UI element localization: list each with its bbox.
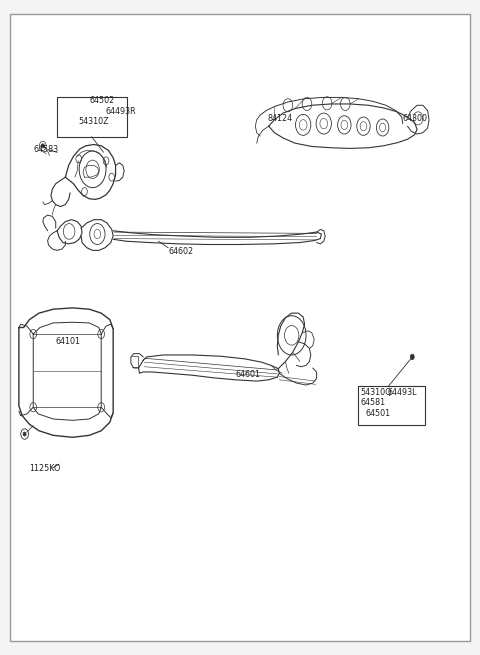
Text: 64101: 64101 [56, 337, 81, 346]
Text: 64581: 64581 [360, 398, 386, 407]
Text: 54310Q: 54310Q [360, 388, 392, 398]
Circle shape [410, 354, 414, 360]
Circle shape [41, 144, 44, 148]
Text: 64502: 64502 [89, 96, 115, 105]
Text: 64300: 64300 [403, 114, 428, 123]
Text: 64602: 64602 [168, 246, 193, 255]
FancyBboxPatch shape [10, 14, 470, 641]
Text: 64601: 64601 [235, 370, 260, 379]
Text: 64501: 64501 [365, 409, 391, 419]
FancyBboxPatch shape [57, 97, 127, 138]
Text: 64583: 64583 [33, 145, 59, 154]
Text: 64493L: 64493L [387, 388, 417, 398]
FancyBboxPatch shape [358, 386, 425, 425]
Text: 54310Z: 54310Z [78, 117, 109, 126]
Text: 64493R: 64493R [106, 107, 137, 117]
Text: 84124: 84124 [268, 114, 293, 123]
Text: 1125KO: 1125KO [29, 464, 61, 472]
Circle shape [23, 432, 26, 436]
